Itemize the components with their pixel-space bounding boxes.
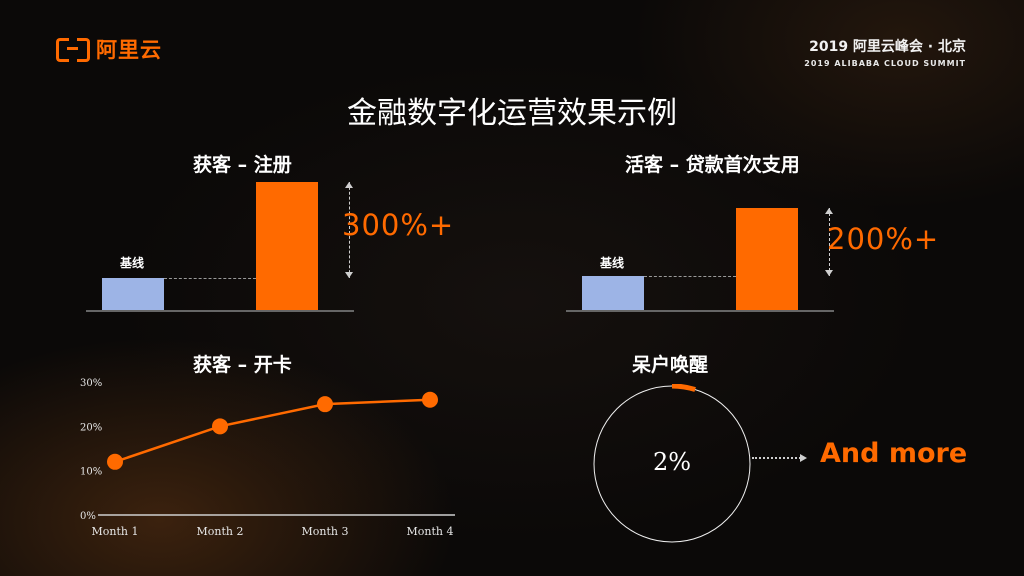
logo-mark-icon bbox=[56, 38, 90, 62]
arrow-right-icon bbox=[800, 454, 807, 462]
chart2-baseline-label: 基线 bbox=[600, 256, 625, 270]
dotted-arrow-line bbox=[752, 457, 804, 459]
chart3-data-point bbox=[107, 453, 123, 470]
chart1-bar-baseline bbox=[102, 278, 164, 310]
chart3-ytick-label: 0% bbox=[80, 511, 96, 522]
chart4-ring-chart bbox=[593, 384, 751, 543]
event-info: 2019 阿里云峰会 · 北京 2019 ALIBABA CLOUD SUMMI… bbox=[804, 36, 966, 68]
chart2-title: 活客 – 贷款首次支用 bbox=[625, 154, 800, 176]
chart1-arrow-down-icon bbox=[345, 272, 353, 278]
chart1-baseline-dash bbox=[164, 278, 256, 279]
chart3-line-chart: 0% 10% 20% 30% Month 1 Month 2 Month 3 Month 4 bbox=[80, 378, 455, 538]
chart3-title: 获客 – 开卡 bbox=[193, 354, 292, 376]
chart1-baseline-label: 基线 bbox=[120, 256, 145, 270]
chart1-arrow-up-icon bbox=[345, 182, 353, 188]
alibaba-cloud-logo: 阿里云 bbox=[56, 34, 162, 64]
chart3-xtick-label: Month 2 bbox=[197, 525, 244, 538]
chart2-range-line bbox=[829, 208, 830, 276]
chart2-bar-result bbox=[736, 208, 798, 310]
chart2-annotation: 200%+ bbox=[827, 222, 940, 256]
chart4-ring-slice bbox=[671, 384, 696, 392]
logo-text: 阿里云 bbox=[96, 38, 162, 62]
chart3-ytick-label: 30% bbox=[80, 378, 102, 389]
chart3-xtick-label: Month 3 bbox=[302, 525, 349, 538]
chart3-data-point bbox=[317, 396, 333, 413]
event-title: 2019 阿里云峰会 · 北京 bbox=[809, 39, 966, 55]
and-more-label: And more bbox=[820, 438, 968, 469]
chart3-xtick-label: Month 1 bbox=[92, 525, 139, 538]
chart4-title: 呆户唤醒 bbox=[632, 354, 709, 376]
chart3-data-point bbox=[212, 418, 228, 435]
chart1-range-line bbox=[349, 182, 350, 278]
chart1-bar-result bbox=[256, 182, 318, 310]
chart3-ytick-label: 10% bbox=[80, 467, 102, 478]
chart3-series-line bbox=[114, 398, 431, 463]
chart2-axis bbox=[566, 310, 834, 312]
chart3-ytick-label: 20% bbox=[80, 422, 102, 433]
chart3-xtick-label: Month 4 bbox=[407, 525, 454, 538]
chart4-center-label: 2% bbox=[652, 448, 692, 476]
chart1-axis bbox=[86, 310, 354, 312]
page-title: 金融数字化运营效果示例 bbox=[347, 96, 677, 131]
chart2-baseline-dash bbox=[644, 276, 736, 277]
chart1-annotation: 300%+ bbox=[342, 208, 455, 242]
chart2-arrow-up-icon bbox=[825, 208, 833, 214]
chart2-bar-baseline bbox=[582, 276, 644, 310]
chart1-title: 获客 – 注册 bbox=[193, 154, 292, 176]
chart2-arrow-down-icon bbox=[825, 270, 833, 276]
chart3-data-point bbox=[422, 391, 438, 408]
event-subtitle: 2019 ALIBABA CLOUD SUMMIT bbox=[804, 59, 966, 68]
